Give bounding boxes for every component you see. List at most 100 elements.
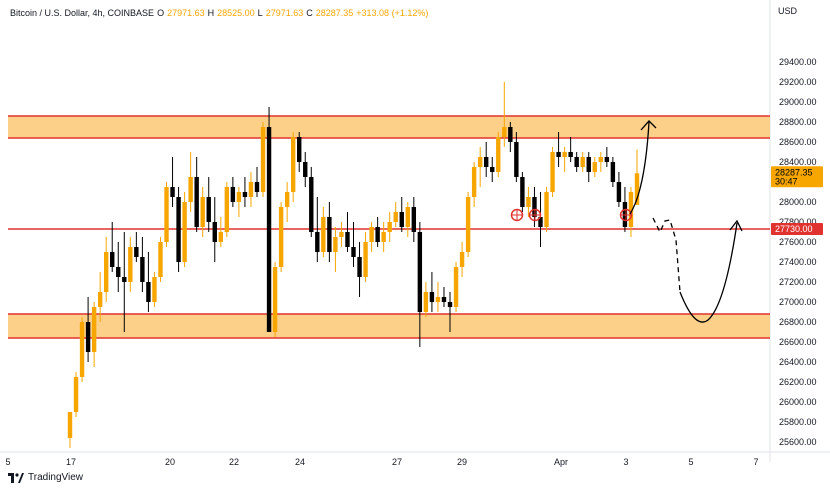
candle-body [73,377,79,412]
tradingview-brand: TradingView [28,472,84,483]
x-tick-label: Apr [554,457,568,467]
y-tick-label: 28400.00 [779,157,817,167]
level-price-tag [771,223,823,235]
candle-body [447,302,453,307]
candle-body [532,197,537,217]
candle-body [477,157,483,167]
candle-body [429,292,435,302]
current-price-tag [771,166,823,188]
candle-body [357,257,362,277]
candle-body [315,232,320,252]
candle-body [610,162,616,182]
close-value: 28287.35 [315,8,354,18]
candle-body [97,292,103,307]
candle-body [182,202,187,262]
candle-body [387,222,392,232]
y-tick-label: 27800.00 [779,217,817,227]
candle-body [369,227,374,242]
candle-body [441,297,447,302]
y-tick-label: 27400.00 [779,257,817,267]
candle-body [254,182,260,192]
dashed-scenario-path [652,217,681,293]
candle-body [411,207,417,232]
y-tick-label: 25600.00 [779,437,817,447]
x-tick-label: 22 [229,457,239,467]
x-tick-label: 20 [165,457,175,467]
candle-body [110,252,115,267]
candle-body [417,232,423,312]
candle-body [284,192,290,207]
candle-body [574,157,579,167]
scenario-arrow-head [729,219,743,232]
candle-body [266,127,272,332]
candle-body [272,267,278,332]
candle-body [297,137,302,162]
candle-body [435,297,441,302]
candle-body [170,187,175,197]
candle-body [236,192,242,202]
candle-body [309,177,314,232]
candle-body [381,232,386,242]
candle-body [544,192,549,227]
candle-body [224,187,230,232]
candle-body [508,127,513,142]
candle-body [423,292,429,312]
open-key: O [157,8,165,18]
candle-body [212,222,217,242]
scenario-arrow [679,222,738,323]
currency-label: USD [778,6,798,16]
y-tick-label: 29400.00 [779,57,817,67]
candle-body [568,152,573,157]
candle-body [484,157,489,167]
candle-body [490,167,495,172]
candle-body [351,247,356,257]
candle-body [278,207,284,267]
candle-body [502,127,507,137]
candle-body [562,152,567,157]
candle-body [345,232,350,247]
countdown-label: 30:47 [775,176,798,186]
candle-body [339,232,344,237]
y-tick-label: 28000.00 [779,197,817,207]
zone-1 [8,116,770,138]
candle-body [327,217,332,252]
x-tick-label: 24 [295,457,305,467]
candle-body [375,227,380,242]
candle-body [260,127,266,192]
y-tick-label: 27200.00 [779,277,817,287]
y-tick-label: 26600.00 [779,337,817,347]
chart-header: Bitcoin / U.S. Dollar, 4h, COINBASE O 279… [10,8,428,18]
y-tick-label: 26400.00 [779,357,817,367]
candle-body [128,247,133,282]
candle-body [164,187,169,242]
x-tick-label: 5 [688,457,693,467]
y-tick-label: 27600.00 [779,237,817,247]
candle-body [194,177,199,227]
candle-body [290,137,296,192]
candle-body [459,252,465,267]
candle-body [85,322,91,352]
tradingview-logo[interactable]: TradingView [8,472,83,483]
candle-body [140,257,145,282]
candle-body [526,197,531,207]
y-tick-label: 26200.00 [779,377,817,387]
candle-body [134,247,139,257]
candle-body [393,212,398,222]
low-key: L [257,8,263,18]
bullish-arrow-head [640,120,657,131]
x-tick-label: 17 [66,457,76,467]
candle-body [146,282,151,302]
candle-body [604,157,610,162]
candle-body [453,267,459,307]
y-tick-label: 26800.00 [779,317,817,327]
candle-body [321,217,326,252]
candle-body [520,177,525,207]
candle-body [399,212,404,227]
x-tick-label: 29 [457,457,467,467]
y-tick-label: 29000.00 [779,97,817,107]
y-tick-label: 27000.00 [779,297,817,307]
candle-body [598,157,604,162]
x-tick-label: 27 [392,457,402,467]
candle-body [333,237,338,252]
